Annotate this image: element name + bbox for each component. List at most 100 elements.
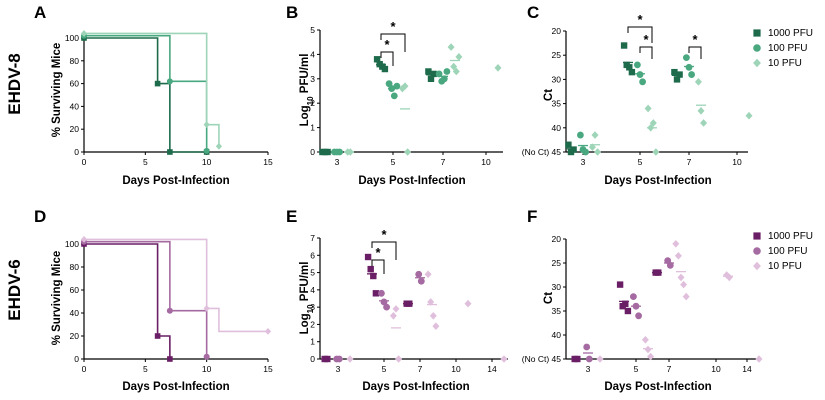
titer-square-marker-1000-pfu	[367, 265, 374, 273]
titer-diamond-marker-10-pfu	[432, 322, 440, 330]
y-tick-label: 3	[310, 302, 315, 312]
panel-letter-d: D	[34, 207, 46, 226]
y-tick-label: 5	[310, 268, 315, 278]
ylabel-b-sub: 10	[306, 96, 315, 105]
x-tick-label: 3	[335, 157, 340, 167]
legend-item-1000-pfu: 1000 PFU	[768, 231, 813, 242]
survival-diamond-marker	[203, 305, 210, 312]
ct-diamond-marker-10-pfu	[745, 111, 753, 120]
titer-diamond-marker-10-pfu	[464, 299, 472, 308]
legend-circle-marker-100-pfu	[753, 247, 761, 255]
titer-square-marker-1000-pfu	[381, 65, 389, 73]
titer-diamond-marker-10-pfu	[346, 355, 354, 363]
survival-diamond-marker	[203, 121, 210, 129]
significance-bracket	[371, 259, 385, 274]
ylabel-b-main: Log	[299, 105, 311, 126]
titer-diamond-marker-10-pfu	[455, 53, 463, 61]
titer-square-marker-1000-pfu	[430, 70, 437, 78]
x-tick-label: 3	[586, 364, 591, 374]
ylabel-d: % Surviving Mice	[51, 251, 63, 346]
y-tick-label: 0	[310, 354, 315, 364]
xlabel-e: Days Post-Infection	[362, 381, 469, 393]
titer-diamond-marker-10-pfu	[494, 64, 502, 72]
legend-item-100-pfu: 100 PFU	[768, 43, 807, 54]
x-tick-label: 7	[667, 364, 672, 374]
x-tick-label: 7	[687, 157, 692, 167]
y-tick-label: 20	[70, 124, 80, 134]
titer-diamond-marker-10-pfu	[452, 67, 460, 76]
significance-star: *	[384, 37, 390, 52]
ct-circle-marker-100-pfu	[636, 71, 644, 78]
ct-diamond-marker-10-pfu	[647, 352, 655, 361]
ct-diamond-marker-10-pfu	[677, 273, 685, 282]
titer-diamond-marker-10-pfu	[424, 270, 432, 279]
ct-square-marker-1000-pfu	[565, 141, 572, 148]
ct-circle-marker-100-pfu	[585, 355, 593, 363]
titer-diamond-marker-10-pfu	[429, 311, 437, 320]
y-tick-label: 25	[552, 258, 562, 268]
xlabel-c: Days Post-Infection	[604, 175, 711, 187]
ct-circle-marker-100-pfu	[688, 71, 695, 78]
ct-circle-marker-100-pfu	[635, 312, 642, 320]
y-tick-label: 5	[310, 25, 315, 35]
ylabel-b: Log10 PFU/ml	[299, 54, 315, 127]
survival-line-100-pfu	[84, 34, 208, 151]
titer-circle-marker-100-pfu	[415, 270, 423, 278]
y-tick-label: 35	[552, 99, 562, 109]
ylabel-e-sub: 10	[306, 304, 315, 313]
titer-circle-marker-100-pfu	[443, 68, 451, 75]
y-tick-label: 40	[552, 330, 562, 340]
xlabel-d: Days Post-Infection	[122, 381, 229, 393]
significance-bracket	[639, 46, 653, 59]
survival-square-marker	[154, 80, 161, 87]
survival-line-10-pfu	[84, 32, 220, 147]
significance-bracket	[371, 241, 397, 260]
ct-square-marker-1000-pfu	[616, 281, 624, 288]
ct-diamond-marker-10-pfu	[641, 336, 649, 344]
survival-square-marker	[154, 333, 161, 339]
survival-line-100-pfu	[84, 240, 208, 357]
titer-diamond-marker-10-pfu	[392, 305, 400, 313]
ylabel-b-tail: PFU/ml	[299, 54, 311, 97]
ct-circle-marker-100-pfu	[582, 148, 589, 156]
ylabel-c: Ct	[543, 89, 555, 101]
survival-diamond-marker	[80, 236, 88, 243]
y-tick-label: 0	[310, 147, 315, 157]
survival-square-marker	[167, 356, 173, 362]
ct-diamond-marker-10-pfu	[672, 240, 680, 248]
x-tick-label: 14	[487, 364, 497, 374]
legend-ehdv8: 1000 PFU 100 PFU 10 PFU	[768, 28, 813, 69]
y-tick-label: 35	[552, 306, 562, 316]
titer-diamond-marker-10-pfu	[447, 43, 455, 51]
y-tick-label: 3	[310, 74, 315, 84]
virus-label-ehdv8: EHDV-8	[5, 53, 24, 114]
y-tick-label: 40	[552, 123, 562, 133]
panel-letter-b: B	[286, 3, 298, 22]
legend-square-marker-1000-pfu	[753, 29, 761, 37]
ct-diamond-marker-10-pfu	[644, 104, 652, 113]
legend-item-10-pfu: 10 PFU	[768, 261, 802, 272]
y-tick-label: 1	[310, 123, 315, 133]
ct-diamond-marker-10-pfu	[652, 148, 660, 156]
ct-diamond-marker-10-pfu	[680, 280, 688, 289]
titer-diamond-marker-10-pfu	[404, 148, 412, 156]
y-tick-label: 60	[70, 79, 80, 89]
significance-bracket	[380, 51, 394, 66]
legend-square-marker-1000-pfu	[753, 232, 761, 240]
survival-circle-marker	[203, 147, 210, 154]
x-tick-label: 10	[451, 364, 461, 374]
x-tick-label: 15	[263, 364, 273, 374]
titer-square-marker-1000-pfu	[364, 253, 372, 261]
ct-square-marker-1000-pfu	[620, 42, 628, 49]
significance-star: *	[390, 19, 396, 34]
x-tick-label: 0	[82, 157, 87, 167]
titer-square-marker-1000-pfu	[427, 75, 435, 82]
xlabel-b: Days Post-Infection	[358, 175, 465, 187]
x-tick-label: 7	[441, 157, 446, 167]
ct-square-marker-1000-pfu	[624, 307, 632, 315]
survival-diamond-marker	[80, 30, 88, 37]
ct-square-marker-1000-pfu	[673, 76, 681, 83]
xlabel-a: Days Post-Infection	[122, 175, 229, 187]
survival-line-10-pfu	[84, 238, 268, 333]
